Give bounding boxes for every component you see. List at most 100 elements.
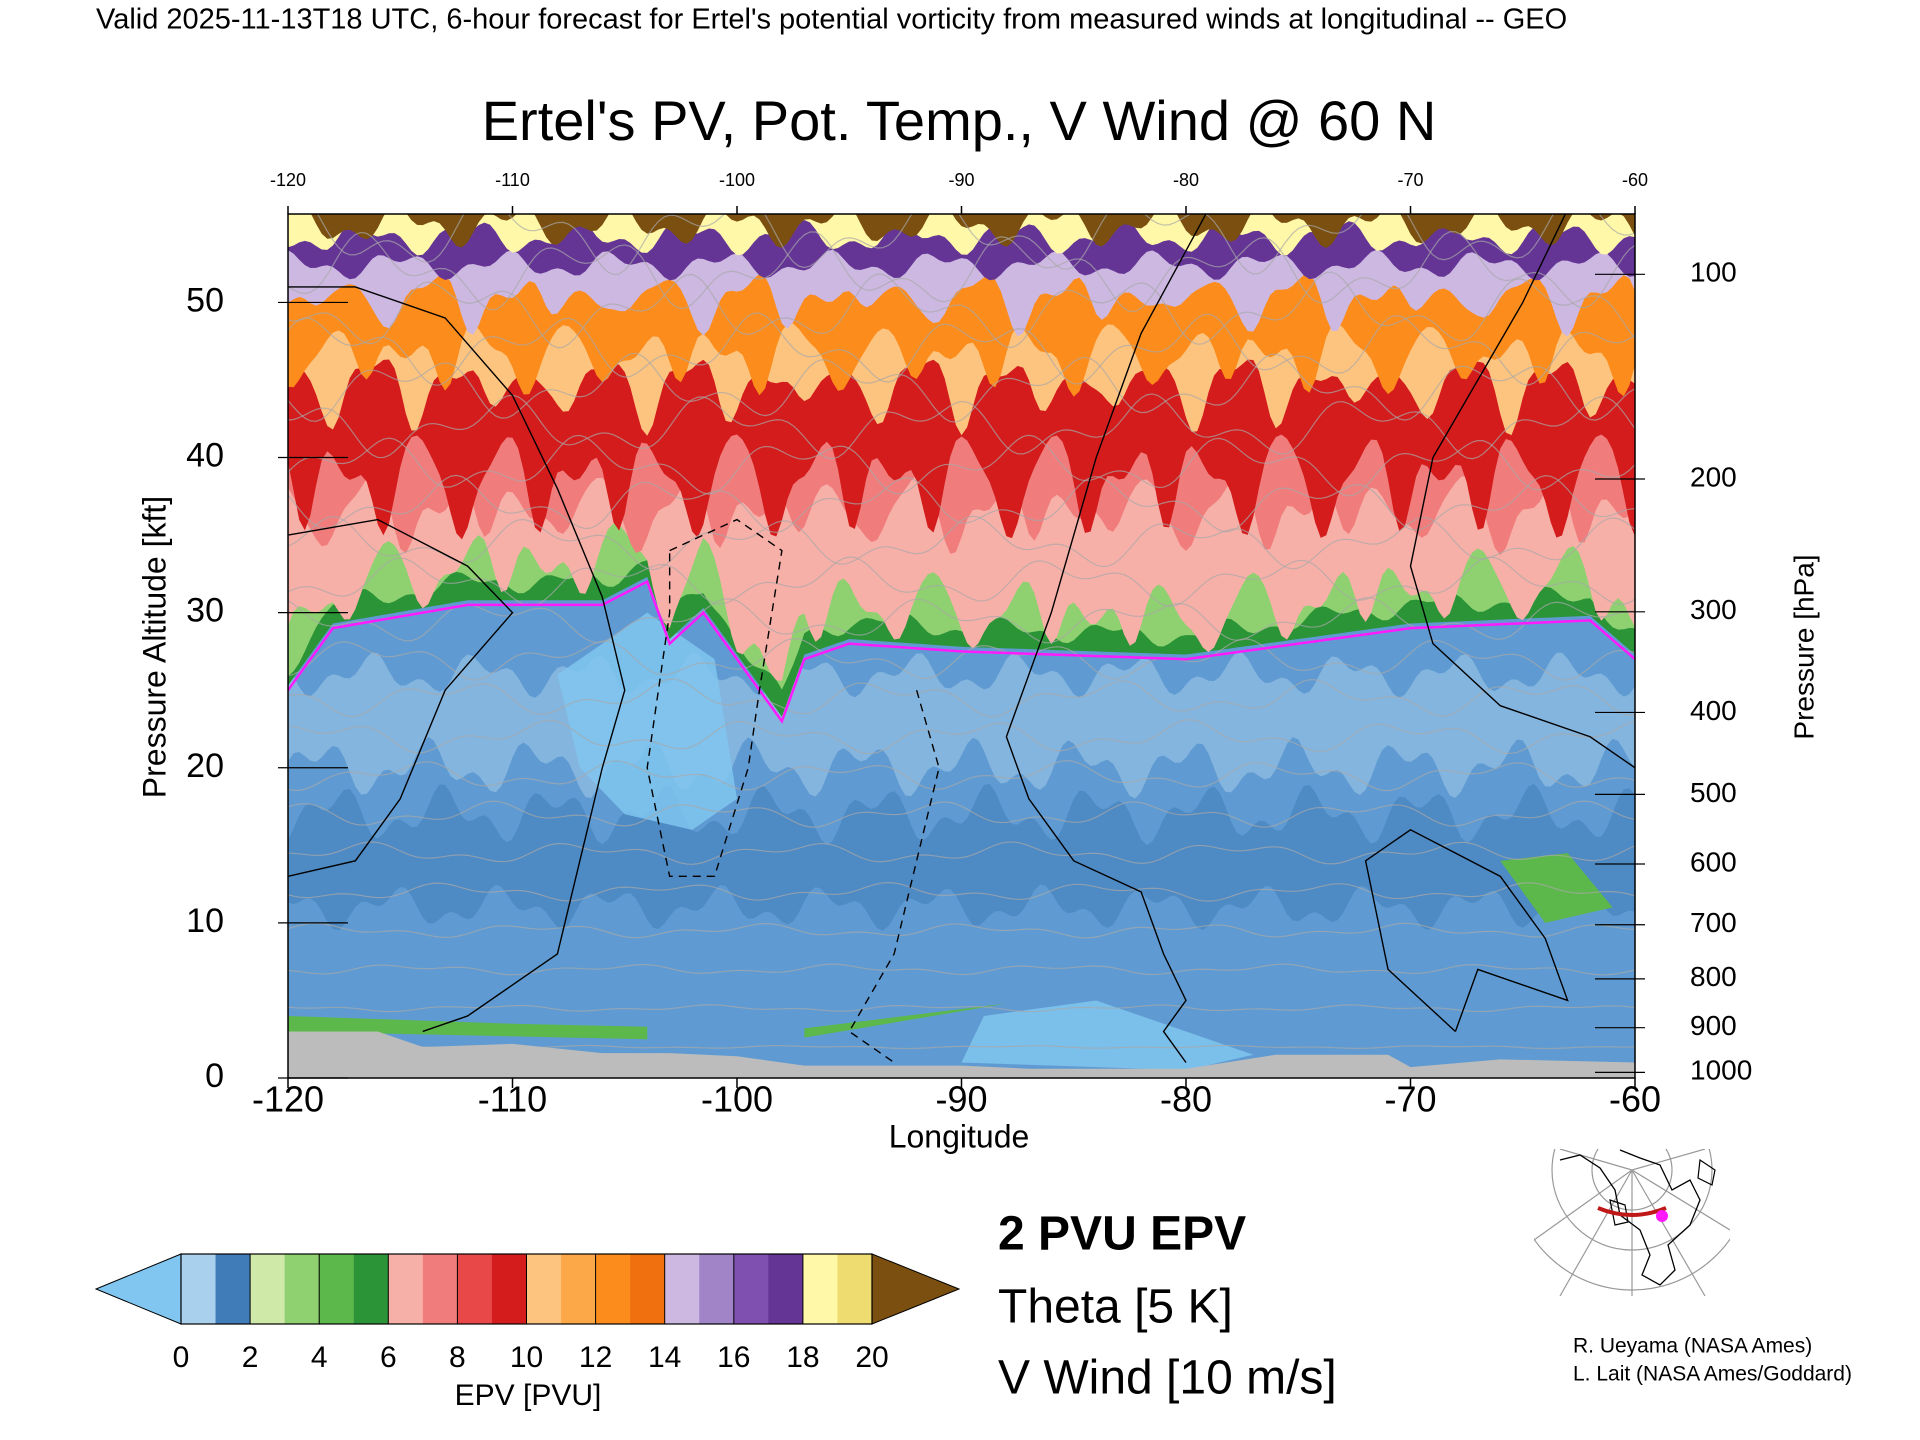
x-top-tick-label: -120 [270,170,306,190]
theta-line [288,922,1635,939]
theta-line [288,434,1635,497]
x-tick-label: -80 [1160,1079,1212,1120]
x-tick-label: -70 [1384,1079,1436,1120]
colorbar-tick-label: 16 [717,1341,750,1374]
x-tick-label: -60 [1609,1079,1661,1120]
y2-tick-label: 800 [1690,961,1737,992]
wind-contour [288,518,514,878]
wind-contour [1364,828,1569,1032]
colorbar-segment [561,1254,597,1324]
credit: R. Ueyama (NASA Ames) [1573,1335,1812,1358]
x-tick-label: -90 [935,1079,987,1120]
pv-green-low [288,853,1613,1040]
theta-line [288,678,1635,718]
y2-tick-label: 600 [1690,846,1737,877]
colorbar-segment [526,1254,562,1324]
theta-line [288,841,1635,865]
theta-line [288,515,1635,571]
theta-line [316,214,1635,276]
colorbar-segment [768,1254,804,1324]
wind-contour [1005,214,1207,1063]
colorbar-tick-label: 0 [173,1341,190,1374]
chart-title: Ertel's PV, Pot. Temp., V Wind @ 60 N [482,89,1437,152]
colorbar-segment [837,1254,873,1324]
colorbar-tick-label: 2 [242,1341,259,1374]
y-axis-label: Pressure Altitude [kft] [136,496,172,798]
colorbar-label: EPV [PVU] [455,1379,602,1412]
colorbar-segment [284,1254,320,1324]
colorbar-over [871,1253,961,1325]
wind-contour [646,518,783,878]
colorbar-segment [664,1254,700,1324]
legend-entry: Theta [5 K] [998,1281,1233,1334]
colorbar-tick-label: 14 [648,1341,681,1374]
field [288,214,1635,1078]
theta-line [288,1004,1635,1013]
colorbar-segment [353,1254,389,1324]
x-top-tick-label: -100 [719,170,755,190]
theta-line [288,556,1635,607]
x-top-tick-label: -90 [948,170,974,190]
colorbar-tick-label: 12 [579,1341,612,1374]
pv-band [288,214,1635,256]
theta-line [288,760,1635,792]
x-top-tick-label: -70 [1397,170,1423,190]
colorbar-segment [595,1254,631,1324]
x-tick-label: -100 [701,1079,773,1120]
y2-tick-label: 100 [1690,257,1737,288]
colorbar-tick-label: 8 [449,1341,466,1374]
theta-line [288,719,1635,755]
theta-line [288,638,1635,681]
theta-line [288,271,1635,349]
pv2-contour [288,579,1635,724]
pv-band [288,214,1635,249]
x-top-tick-label: -80 [1173,170,1199,190]
y-tick-label: 50 [186,281,224,319]
colorbar-tick-label: 10 [510,1341,543,1374]
colorbar-segment [215,1254,251,1324]
colorbar-segment [181,1254,217,1324]
colorbar-segment [491,1254,527,1324]
colorbar-segment [388,1254,424,1324]
colorbar-segment [457,1254,493,1324]
x-top-tick-label: -110 [495,170,530,190]
colorbar-segment [802,1254,838,1324]
theta-line [288,231,1635,312]
terrain [288,1031,1635,1078]
y-tick-label: 20 [186,747,224,785]
theta-line [288,352,1635,423]
header: Valid 2025-11-13T18 UTC, 6-hour forecast… [96,4,1567,36]
wind-contour [288,286,626,1033]
y2-axis-label: Pressure [hPa] [1788,554,1819,739]
x-tick-label: -120 [252,1079,324,1120]
y-tick-label: 10 [186,902,224,940]
y2-tick-label: 400 [1690,695,1737,726]
colorbar-segment [422,1254,458,1324]
y-tick-label: 40 [186,437,224,475]
theta-line [288,963,1635,976]
colorbar-segment [733,1254,769,1324]
y-tick-label: 30 [186,592,224,630]
x-axis-label: Longitude [889,1118,1030,1154]
pv-under [557,612,1254,1071]
colorbar-tick-label: 20 [855,1341,888,1374]
colorbar-under [94,1253,182,1325]
colorbar-segment [319,1254,355,1324]
colorbar-segment [699,1254,735,1324]
x-top-tick-label: -60 [1622,170,1648,190]
y2-tick-label: 1000 [1690,1055,1752,1086]
x-tick-label: -110 [478,1079,547,1120]
locator-map [1534,1149,1730,1296]
y2-tick-label: 700 [1690,907,1737,938]
theta-line [288,597,1635,644]
theta-line [288,800,1635,828]
colorbar-tick-label: 18 [786,1341,819,1374]
y2-tick-label: 500 [1690,777,1737,808]
wind-contour [848,690,940,1064]
colorbar-segment [630,1254,666,1324]
theta-line [288,312,1635,386]
colorbar-tick-label: 6 [380,1341,397,1374]
legend-entry: V Wind [10 m/s] [998,1352,1337,1405]
y-tick-label: 0 [205,1057,224,1095]
